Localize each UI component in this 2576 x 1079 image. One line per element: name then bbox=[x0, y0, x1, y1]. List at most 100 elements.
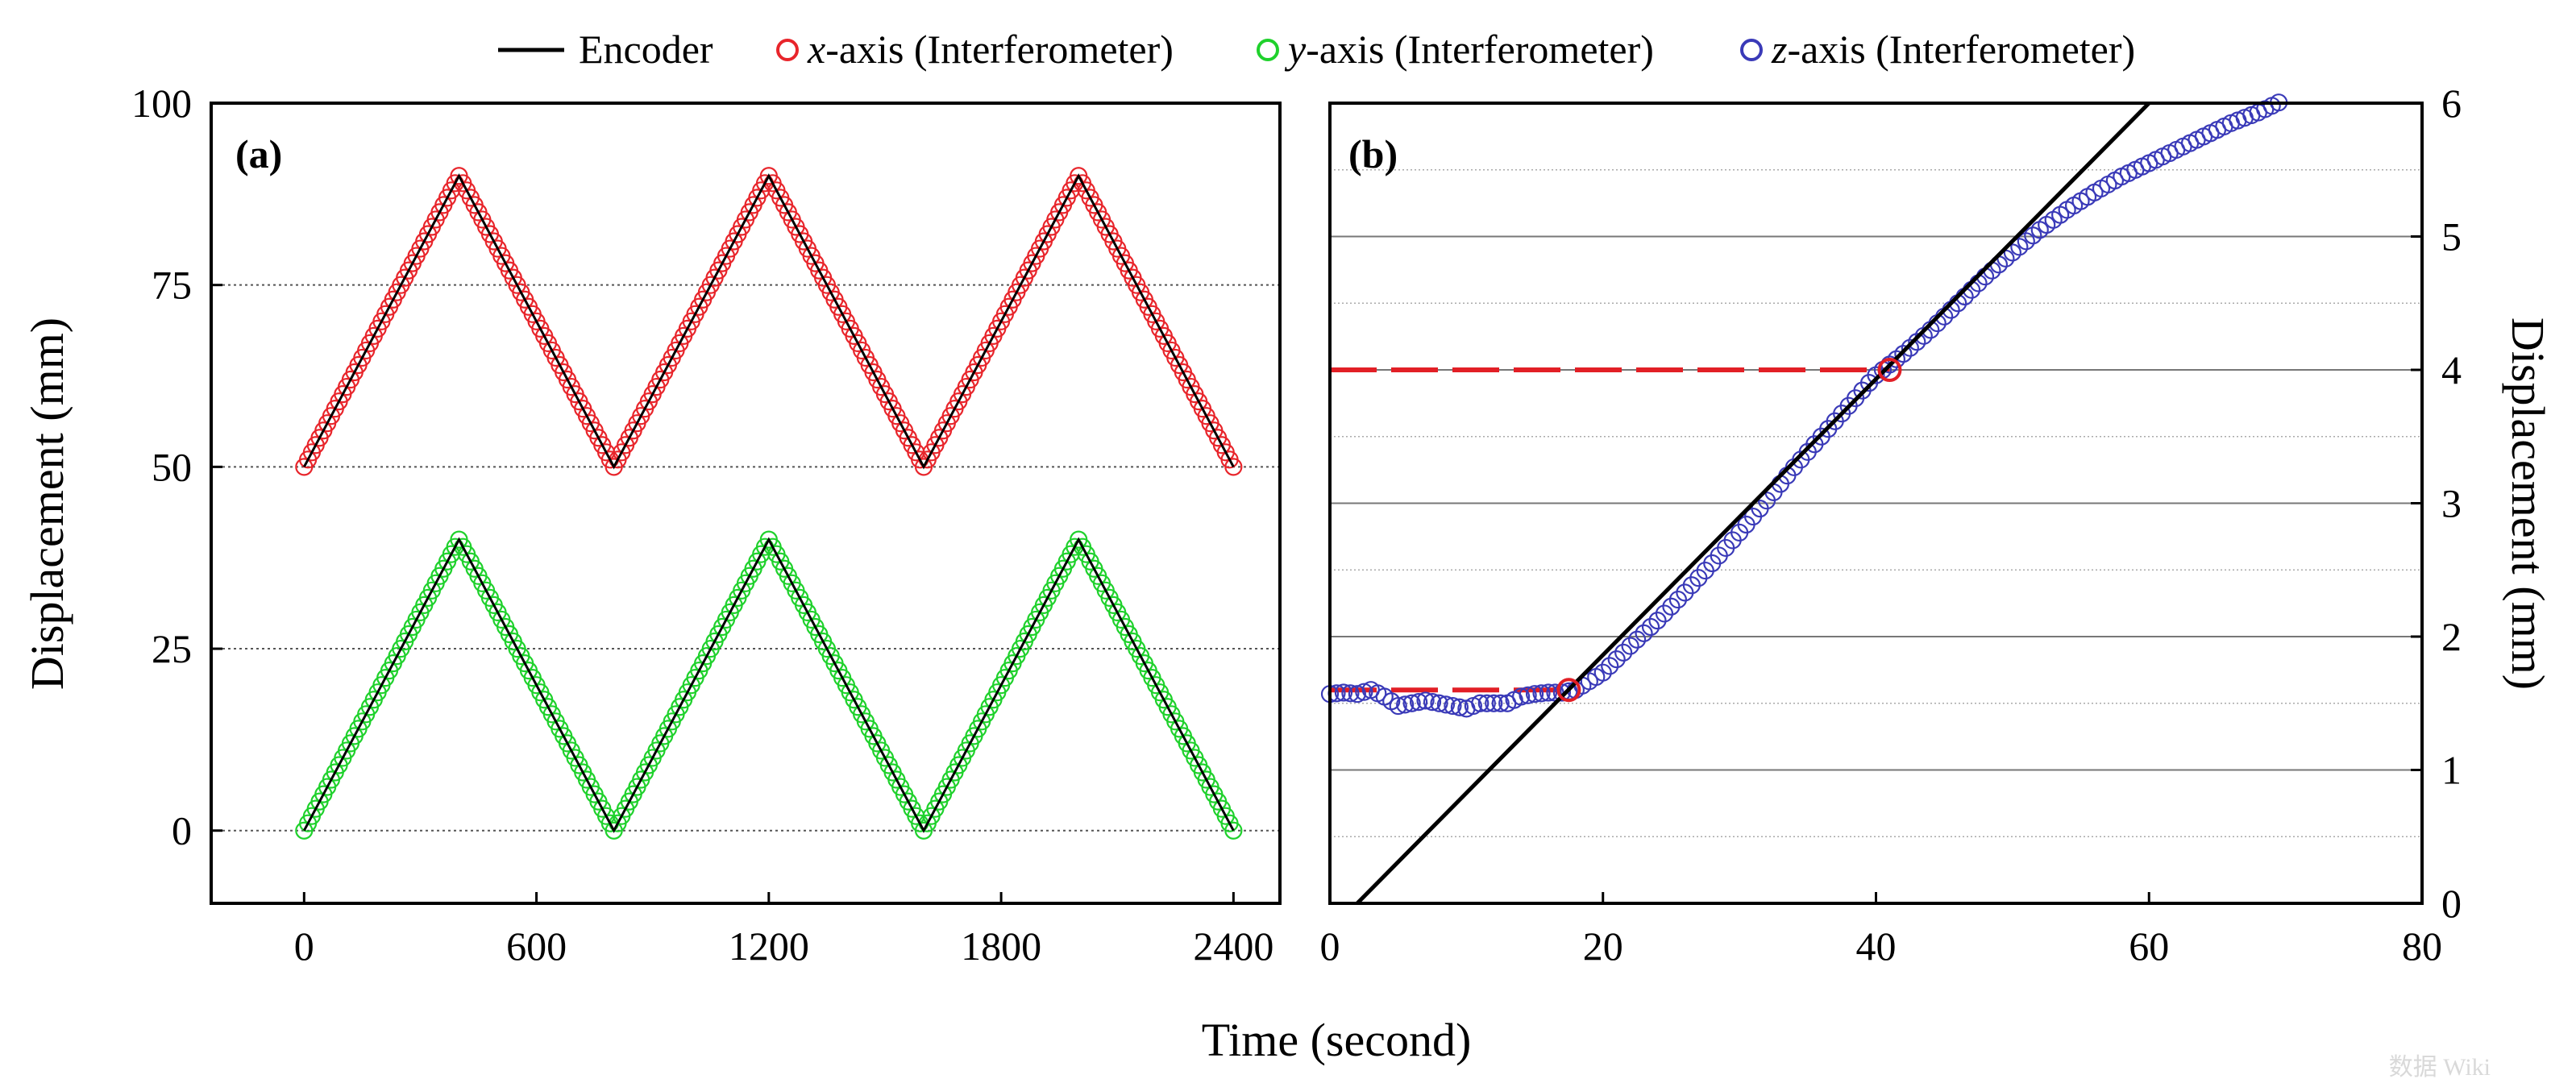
z-axis-point bbox=[1450, 698, 1469, 716]
z-axis-point bbox=[1641, 617, 1660, 637]
legend-x-axis-label: x-axis (Interferometer) bbox=[807, 27, 1174, 72]
panel-a-ytick-label: 75 bbox=[152, 263, 192, 308]
y-axis-series-point bbox=[1224, 821, 1243, 840]
z-axis-point bbox=[1471, 694, 1490, 712]
z-axis-point bbox=[1477, 694, 1496, 712]
z-axis-point bbox=[1668, 590, 1688, 609]
legend-encoder-label: Encoder bbox=[579, 27, 713, 72]
z-axis-point bbox=[1402, 694, 1421, 712]
panel-a-grid bbox=[211, 284, 1280, 832]
z-axis-point bbox=[1430, 694, 1448, 712]
x-axis-series-point bbox=[1224, 458, 1243, 476]
z-axis-point bbox=[1519, 686, 1537, 704]
panel-a-ytick-label: 25 bbox=[152, 626, 192, 671]
z-axis-point bbox=[1607, 650, 1626, 669]
z-axis-point bbox=[1614, 643, 1633, 662]
panel-b-xtick-label: 0 bbox=[1320, 923, 1340, 969]
panel-b-xtick-label: 40 bbox=[1856, 923, 1897, 969]
z-axis-series-circles bbox=[1320, 93, 2288, 718]
z-axis-point bbox=[1436, 695, 1456, 714]
z-axis-point bbox=[1512, 687, 1531, 706]
z-axis-point bbox=[1423, 692, 1442, 712]
legend: Encoder x-axis (Interferometer) y-axis (… bbox=[498, 27, 2135, 72]
z-axis-point bbox=[1396, 695, 1415, 714]
legend-z-axis-label: z-axis (Interferometer) bbox=[1771, 27, 2135, 72]
marked-point bbox=[1877, 358, 1902, 382]
legend-z-axis-marker-icon bbox=[1740, 39, 1763, 61]
z-axis-point bbox=[1908, 333, 1926, 351]
z-axis-point bbox=[1552, 683, 1572, 702]
marked-point bbox=[1556, 678, 1581, 703]
z-axis-point bbox=[1532, 684, 1551, 703]
z-axis-point bbox=[1894, 345, 1913, 363]
panel-b-ytick-label: 0 bbox=[2441, 881, 2462, 926]
z-axis-point bbox=[1389, 696, 1407, 716]
panel-a-ylabel: Displacement (mm) bbox=[21, 317, 73, 690]
z-axis-point bbox=[1485, 694, 1503, 712]
x-axis-label: Time (second) bbox=[1202, 1014, 1472, 1066]
legend-z-axis-prefix: z bbox=[1771, 27, 1787, 72]
legend-y-axis-label: y-axis (Interferometer) bbox=[1284, 27, 1654, 72]
panel-b-xtick-label: 80 bbox=[2402, 923, 2442, 969]
z-axis-point bbox=[1525, 685, 1544, 703]
z-axis-point bbox=[1348, 685, 1366, 703]
y-axis-series-circles bbox=[295, 530, 1243, 840]
z-axis-point bbox=[1491, 694, 1510, 712]
legend-y-axis-marker-icon bbox=[1257, 39, 1279, 61]
legend-y-axis-prefix: y bbox=[1284, 27, 1307, 72]
legend-z-axis-suffix: -axis (Interferometer) bbox=[1787, 27, 2135, 72]
panel-a-ytick-label: 0 bbox=[172, 808, 192, 853]
legend-x-axis-marker-icon bbox=[776, 39, 799, 61]
z-axis-point bbox=[1648, 612, 1667, 630]
panel-a-data bbox=[295, 167, 1243, 840]
panel-a-ytick-label: 50 bbox=[152, 444, 192, 489]
panel-a-xtick-label: 1200 bbox=[729, 923, 809, 969]
z-axis-point bbox=[1901, 338, 1919, 357]
z-axis-point bbox=[1334, 683, 1353, 702]
panel-b-ytick-label: 1 bbox=[2441, 748, 2462, 793]
panel-a: 0 600 1200 1800 2400 0 25 50 75 100 (a) Displacem… bbox=[21, 81, 1282, 969]
legend-x-axis-suffix: -axis (Interferometer) bbox=[825, 27, 1174, 72]
z-axis-point bbox=[1621, 637, 1639, 655]
z-axis-point bbox=[1627, 630, 1647, 649]
panel-a-ytick-label: 100 bbox=[131, 81, 192, 126]
panel-b-ytick-label: 6 bbox=[2441, 81, 2462, 126]
z-axis-point bbox=[1409, 692, 1428, 712]
panel-b-data bbox=[1320, 93, 2288, 905]
panel-b-xtick-label: 20 bbox=[1583, 923, 1623, 969]
x-axis-series-circles bbox=[295, 167, 1243, 476]
z-axis-point bbox=[1655, 604, 1674, 623]
legend-y-axis-suffix: -axis (Interferometer) bbox=[1306, 27, 1654, 72]
panel-b-ylabel: Displacement (mm) bbox=[2502, 317, 2554, 690]
z-axis-point bbox=[1601, 657, 1619, 675]
z-axis-point bbox=[1662, 597, 1681, 616]
panel-b-xtick-label: 60 bbox=[2129, 923, 2169, 969]
z-axis-point bbox=[1593, 663, 1612, 682]
y-axis-series-encoder-line bbox=[302, 537, 1235, 833]
legend-x-axis-prefix: x bbox=[807, 27, 825, 72]
panel-a-xtick-label: 1800 bbox=[961, 923, 1041, 969]
panel-b-ytick-label: 5 bbox=[2441, 214, 2462, 259]
z-axis-point bbox=[1341, 684, 1360, 703]
panel-a-xtick-label: 2400 bbox=[1193, 923, 1273, 969]
panel-b-ytick-label: 4 bbox=[2441, 347, 2462, 392]
panel-a-frame bbox=[210, 102, 1282, 905]
z-axis-point bbox=[1914, 326, 1933, 345]
panel-b-label: (b) bbox=[1348, 131, 1398, 176]
z-axis-point bbox=[1355, 683, 1373, 701]
panel-b-ytick-label: 3 bbox=[2441, 481, 2462, 526]
z-axis-point bbox=[1539, 683, 1558, 702]
panel-b-grid bbox=[1330, 169, 2422, 837]
encoder-line bbox=[1356, 102, 2151, 905]
z-axis-point bbox=[1416, 691, 1435, 710]
watermark-text: 数据 Wiki bbox=[2389, 1054, 2491, 1079]
panel-a-xtick-label: 600 bbox=[506, 923, 567, 969]
panel-a-xtick-label: 0 bbox=[294, 923, 314, 969]
z-axis-point bbox=[1635, 624, 1653, 642]
x-axis-series-encoder-line bbox=[302, 173, 1235, 470]
panel-b-ytick-label: 2 bbox=[2441, 614, 2462, 659]
z-axis-point bbox=[1444, 696, 1462, 716]
